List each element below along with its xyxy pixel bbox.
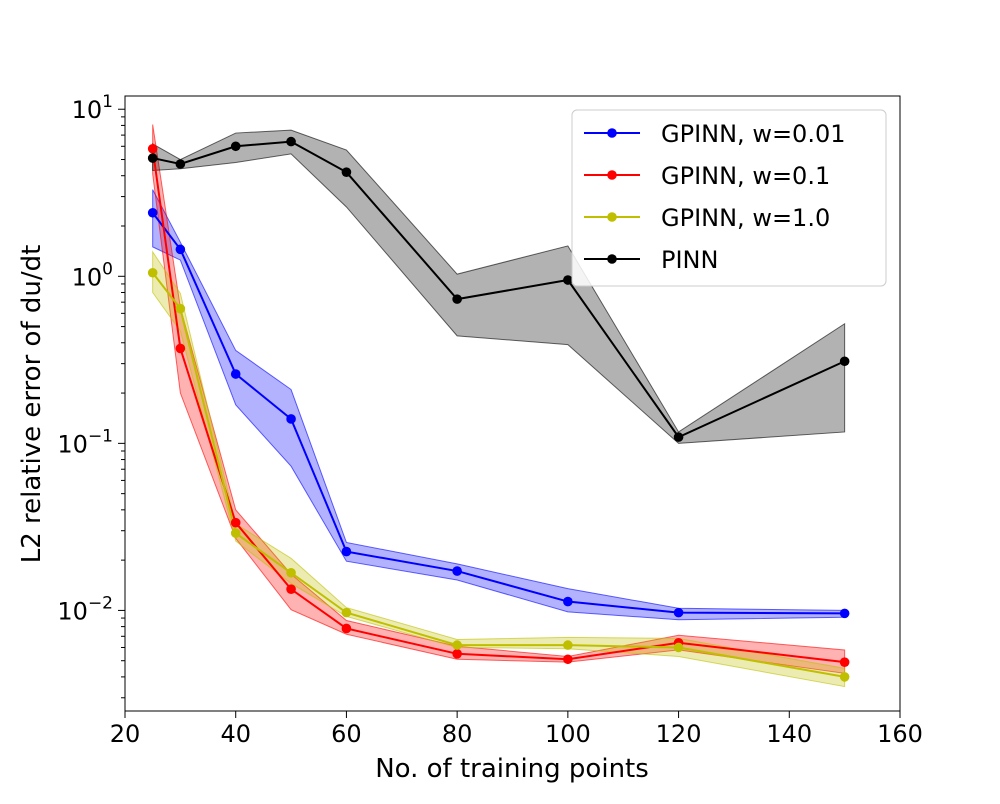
x-tick-label-60: 60	[331, 720, 362, 748]
x-tick-label-160: 160	[877, 720, 923, 748]
point-gpinn-w-1-0-50	[286, 567, 296, 578]
point-gpinn-w-1-0-60	[341, 607, 352, 618]
point-pinn-30	[175, 159, 186, 169]
band-pinn	[152, 129, 846, 444]
point-gpinn-w-0-01-30	[175, 244, 186, 255]
point-pinn-50	[286, 136, 296, 147]
point-gpinn-w-1-0-150	[839, 672, 850, 682]
point-pinn-60	[341, 167, 352, 177]
point-gpinn-w-0-1-60	[341, 623, 352, 634]
y-axis-label: L2 relative error of du/dt	[17, 245, 47, 564]
point-pinn-100	[563, 275, 573, 285]
plot-frame	[124, 95, 901, 712]
point-gpinn-w-1-0-80	[452, 640, 462, 650]
point-pinn-150	[839, 356, 850, 367]
legend-marker-gpinn-w-0-1	[607, 170, 617, 180]
point-gpinn-w-0-01-120	[673, 607, 684, 618]
x-tick-label-120: 120	[656, 720, 702, 748]
legend-marker-pinn	[607, 254, 617, 264]
legend-box	[571, 109, 887, 287]
point-gpinn-w-1-0-120	[673, 642, 684, 653]
point-gpinn-w-1-0-40	[230, 528, 241, 538]
point-gpinn-w-0-1-80	[452, 648, 462, 659]
point-gpinn-w-0-1-100	[563, 654, 573, 665]
legend-label-gpinn-w-1-0: GPINN, w=1.0	[661, 204, 830, 232]
legend-label-gpinn-w-0-01: GPINN, w=0.01	[661, 120, 846, 148]
point-gpinn-w-0-01-50	[286, 414, 296, 424]
y-tick-label-10e−1: 10−1	[57, 426, 113, 458]
point-gpinn-w-0-01-80	[452, 566, 462, 576]
legend-marker-gpinn-w-1-0	[607, 212, 617, 222]
point-gpinn-w-0-01-25	[147, 207, 158, 218]
legend-label-gpinn-w-0-1: GPINN, w=0.1	[661, 162, 830, 190]
point-gpinn-w-1-0-25	[147, 267, 158, 278]
point-pinn-80	[452, 294, 462, 304]
x-tick-label-140: 140	[766, 720, 812, 748]
point-gpinn-w-0-1-25	[147, 143, 158, 154]
legend-label-pinn: PINN	[661, 246, 718, 274]
point-gpinn-w-0-01-100	[563, 596, 573, 607]
legend-marker-gpinn-w-0-01	[607, 128, 617, 138]
x-axis-label: No. of training points	[375, 754, 649, 784]
legend: GPINN, w=0.01 GPINN, w=0.1 GPINN, w=1.0 PIN…	[571, 109, 887, 287]
point-pinn-40	[230, 141, 241, 152]
band-gpinn-w-1-0	[152, 250, 846, 688]
point-gpinn-w-0-1-40	[230, 517, 241, 528]
series-points	[147, 136, 850, 682]
point-gpinn-w-0-01-60	[341, 546, 352, 557]
point-gpinn-w-0-1-50	[286, 584, 296, 594]
point-pinn-120	[673, 432, 684, 442]
y-axis-ticks: 10−2 10−1 100 101	[57, 92, 125, 699]
y-tick-label-10e−2: 10−2	[57, 593, 113, 625]
point-gpinn-w-1-0-30	[175, 303, 186, 314]
point-gpinn-w-1-0-100	[563, 640, 573, 650]
point-gpinn-w-0-01-40	[230, 369, 241, 379]
x-axis-ticks: 20 40 60 80 100 120 140 160	[110, 711, 923, 748]
y-tick-label-10e0: 100	[72, 259, 113, 291]
x-tick-label-100: 100	[545, 720, 591, 748]
point-gpinn-w-0-01-150	[839, 608, 850, 619]
point-pinn-25	[147, 153, 158, 163]
point-gpinn-w-0-1-150	[839, 657, 850, 667]
point-gpinn-w-0-1-30	[175, 343, 186, 354]
y-tick-label-10e1: 101	[72, 92, 113, 124]
x-tick-label-40: 40	[220, 720, 251, 748]
x-tick-label-20: 20	[110, 720, 141, 748]
x-tick-label-80: 80	[442, 720, 473, 748]
